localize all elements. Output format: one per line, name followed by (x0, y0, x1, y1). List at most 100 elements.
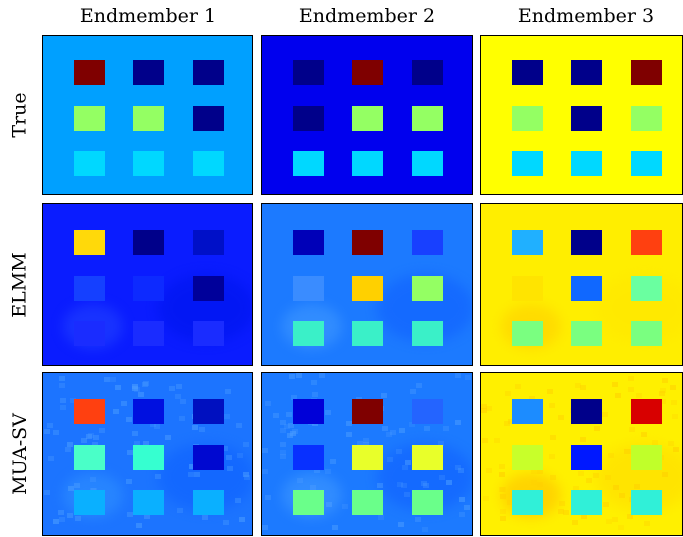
noise-speck (662, 378, 668, 383)
noise-speck (273, 413, 279, 418)
noise-speck (581, 514, 587, 519)
noise-speck (486, 468, 492, 473)
noise-speck (505, 391, 511, 396)
noise-speck (244, 475, 250, 480)
material-square-r2-c2 (571, 106, 602, 131)
noise-speck (325, 469, 331, 474)
material-square-r2-c1 (74, 106, 105, 131)
noise-speck (75, 516, 81, 521)
noise-speck (346, 421, 352, 426)
noise-speck (628, 376, 634, 381)
noise-speck (636, 393, 642, 398)
noise-speck (222, 446, 228, 451)
noise-speck (578, 471, 584, 476)
noise-speck (629, 427, 635, 432)
material-square-r3-c1 (512, 151, 543, 176)
material-square-r3-c2 (571, 151, 602, 176)
noise-speck (289, 374, 295, 379)
noise-speck (547, 389, 553, 394)
noise-speck (465, 375, 471, 380)
material-square-r1-c3 (631, 60, 662, 85)
material-square-r3-c3 (412, 490, 443, 515)
noise-speck (265, 401, 271, 406)
column-title-endmember-2: Endmember 2 (298, 5, 436, 27)
noise-speck (618, 525, 624, 530)
noise-speck (612, 517, 618, 522)
noise-speck (134, 441, 140, 446)
noise-speck (402, 465, 408, 470)
noise-speck (290, 431, 296, 436)
noise-speck (292, 429, 298, 434)
row-title-true-text: True (9, 92, 31, 138)
material-square-r2-c2 (352, 445, 383, 470)
noise-speck (459, 497, 465, 502)
noise-speck (192, 425, 198, 430)
noise-speck (423, 483, 429, 488)
noise-speck (288, 423, 294, 428)
noise-speck (127, 512, 133, 517)
noise-speck (237, 453, 243, 458)
noise-speck (262, 469, 268, 474)
material-square-r3-c1 (74, 321, 105, 346)
noise-speck (312, 392, 318, 397)
noise-speck (265, 495, 271, 500)
material-square-r1-c3 (631, 399, 662, 424)
row-title-elmm: ELMM (0, 203, 40, 366)
noise-speck (603, 502, 609, 507)
material-square-r3-c3 (631, 151, 662, 176)
noise-speck (132, 384, 138, 389)
row-title-elmm-text: ELMM (9, 251, 31, 318)
noise-speck (672, 414, 678, 419)
material-square-r1-c2 (571, 230, 602, 255)
material-square-r1-c1 (293, 230, 324, 255)
noise-speck (634, 484, 640, 489)
material-square-r3-c2 (133, 490, 164, 515)
noise-speck (199, 427, 205, 432)
noise-speck (138, 392, 144, 397)
noise-speck (500, 487, 506, 492)
noise-speck (132, 431, 138, 436)
noise-speck (326, 502, 332, 507)
noise-speck (177, 508, 183, 513)
noise-speck (397, 482, 403, 487)
material-square-r1-c3 (193, 60, 224, 85)
noise-speck (399, 428, 405, 433)
noise-speck (110, 377, 116, 382)
noise-speck (550, 435, 556, 440)
noise-speck (459, 512, 465, 517)
noise-speck (504, 421, 510, 426)
noise-speck (558, 509, 564, 514)
material-square-r2-c3 (631, 276, 662, 301)
material-square-r3-c2 (352, 151, 383, 176)
noise-speck (405, 460, 411, 465)
noise-speck (93, 435, 99, 440)
material-square-r1-c1 (74, 60, 105, 85)
material-square-r3-c2 (571, 490, 602, 515)
noise-speck (48, 456, 54, 461)
noise-speck (613, 485, 619, 490)
material-square-r3-c3 (631, 321, 662, 346)
material-square-r2-c1 (512, 276, 543, 301)
noise-speck (90, 477, 96, 482)
material-square-r1-c3 (631, 230, 662, 255)
noise-speck (446, 480, 452, 485)
noise-speck (659, 391, 665, 396)
noise-speck (59, 376, 65, 381)
noise-speck (44, 490, 50, 495)
noise-speck (58, 510, 64, 515)
material-square-r3-c3 (193, 321, 224, 346)
noise-speck (671, 400, 677, 405)
noise-speck (404, 492, 410, 497)
material-square-r2-c2 (571, 276, 602, 301)
noise-speck (310, 485, 316, 490)
material-square-r3-c2 (133, 151, 164, 176)
noise-speck (53, 430, 59, 435)
noise-speck (422, 527, 428, 532)
noise-speck (224, 414, 230, 419)
noise-speck (262, 525, 268, 530)
material-square-r1-c2 (571, 399, 602, 424)
noise-speck (65, 447, 71, 452)
material-square-r2-c1 (293, 445, 324, 470)
noise-speck (136, 523, 142, 528)
material-square-r3-c2 (571, 321, 602, 346)
